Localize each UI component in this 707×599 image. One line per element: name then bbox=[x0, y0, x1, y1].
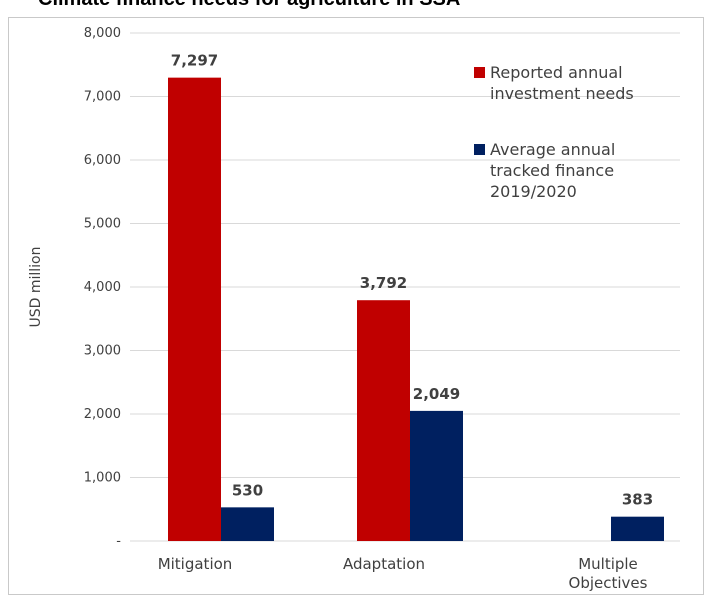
legend-swatch bbox=[474, 67, 485, 78]
data-label: 7,297 bbox=[171, 52, 218, 70]
data-label: 3,792 bbox=[360, 274, 407, 292]
data-label: 530 bbox=[232, 481, 263, 499]
data-label: 383 bbox=[622, 491, 653, 509]
bar-tracked-finance bbox=[221, 507, 274, 541]
legend-label: Average annual bbox=[490, 140, 615, 159]
bar-tracked-finance bbox=[611, 516, 664, 541]
bar-investment-needs bbox=[168, 77, 221, 541]
bar-investment-needs bbox=[357, 300, 410, 541]
chart-title: Climate finance needs for agriculture in… bbox=[38, 0, 460, 11]
x-tick-label: Adaptation bbox=[343, 555, 425, 573]
y-tick-label: 8,000 bbox=[84, 26, 121, 41]
x-tick-label: Multiple bbox=[578, 555, 638, 573]
y-tick-label: 7,000 bbox=[84, 90, 121, 105]
x-tick-label: Mitigation bbox=[158, 555, 233, 573]
y-tick-label: 4,000 bbox=[84, 280, 121, 295]
y-tick-label: 5,000 bbox=[84, 217, 121, 232]
y-tick-label: 6,000 bbox=[84, 153, 121, 168]
y-axis-label: USD million bbox=[28, 247, 44, 328]
bar-tracked-finance bbox=[410, 410, 463, 541]
legend-label: investment needs bbox=[490, 84, 634, 103]
legend-label: tracked finance bbox=[490, 161, 614, 180]
y-tick-label: 2,000 bbox=[84, 407, 121, 422]
legend-swatch bbox=[474, 144, 485, 155]
data-label: 2,049 bbox=[413, 385, 460, 403]
chart-frame bbox=[8, 17, 704, 595]
y-tick-label: 3,000 bbox=[84, 344, 121, 359]
legend-label: Reported annual bbox=[490, 63, 623, 82]
y-tick-label: - bbox=[116, 534, 121, 549]
y-tick-label: 1,000 bbox=[84, 471, 121, 486]
x-tick-label: Objectives bbox=[569, 574, 648, 592]
legend-label: 2019/2020 bbox=[490, 182, 577, 201]
